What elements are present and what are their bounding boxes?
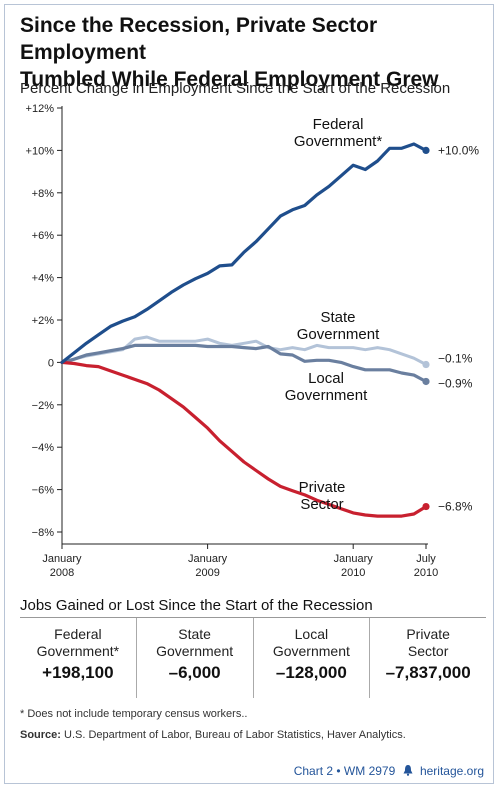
jobs-table: Federal Government* +198,100 State Gover…: [20, 617, 486, 698]
x-tick-label: 2010: [341, 567, 365, 579]
series-end-label: −0.1%: [438, 352, 473, 366]
series-name-label: Sector: [300, 496, 343, 513]
series-line: [60, 343, 428, 384]
jobs-cell-state: State Government –6,000: [135, 618, 253, 698]
series-end-point: [422, 502, 430, 511]
title-line-1: Since the Recession, Private Sector Empl…: [20, 14, 378, 64]
series-end-point: [422, 377, 430, 386]
source-note: Source: U.S. Department of Labor, Bureau…: [20, 729, 480, 741]
series-end-label: −6.8%: [438, 500, 473, 514]
footnote: * Does not include temporary census work…: [20, 708, 248, 720]
series-name-label: Private: [299, 479, 346, 496]
chart-credit: Chart 2 • WM 2979 heritage.org: [294, 764, 484, 778]
y-tick-label: +10%: [26, 145, 55, 157]
source-label: Source:: [20, 729, 61, 741]
jobs-cell-label-line2: Sector: [407, 643, 449, 659]
chart-subtitle: Percent Change in Employment Since the S…: [20, 80, 451, 97]
x-tick-label: January: [334, 553, 374, 565]
jobs-cell-label-line1: Local: [294, 626, 329, 642]
title-line-2: Tumbled While Federal Employment Grew: [20, 68, 439, 91]
jobs-cell-private: Private Sector –7,837,000: [369, 618, 486, 698]
liberty-bell-icon: [403, 765, 413, 776]
source-text: U.S. Department of Labor, Bureau of Labo…: [60, 729, 406, 741]
jobs-cell-value: –7,837,000: [385, 663, 471, 682]
y-tick-label: 0: [48, 357, 54, 369]
series-name-label: Government*: [294, 133, 383, 150]
x-tick-label: July: [416, 553, 436, 565]
jobs-cell-local: Local Government –128,000: [252, 618, 370, 698]
series-line: [60, 142, 428, 364]
y-tick-label: +8%: [32, 188, 55, 200]
series-end-point: [422, 360, 430, 369]
y-tick-label: +4%: [32, 273, 55, 285]
jobs-cell-label-line2: Government*: [36, 643, 120, 659]
series-name-label: State: [320, 309, 355, 326]
jobs-cell-label-line2: Government: [156, 643, 234, 659]
y-tick-label: −8%: [32, 527, 55, 539]
jobs-cell-label-line1: Private: [406, 626, 450, 642]
x-tick-label: January: [188, 553, 228, 565]
series-end-point: [422, 146, 430, 154]
jobs-cell-value: –128,000: [275, 663, 347, 682]
series-line: [60, 360, 428, 518]
x-tick-label: 2009: [195, 567, 219, 579]
y-tick-label: +6%: [32, 230, 55, 242]
jobs-cell-value: –6,000: [168, 663, 221, 682]
chart-title: Since the Recession, Private Sector Empl…: [20, 12, 490, 93]
line-chart: +12% +10% +8% +6% +4% +2% 0 −2% −4% −6% −8% January…: [26, 103, 480, 579]
x-tick-label: 2008: [50, 567, 74, 579]
y-tick-label: −4%: [32, 442, 55, 454]
series-name-label: Government: [297, 326, 380, 343]
series-name-label: Local: [308, 370, 344, 387]
jobs-cell-value: +198,100: [42, 663, 114, 682]
jobs-cell-federal: Federal Government* +198,100: [20, 618, 136, 698]
series-name-label: Federal: [313, 116, 364, 133]
y-tick-label: −2%: [32, 400, 55, 412]
jobs-table-title: Jobs Gained or Lost Since the Start of t…: [20, 597, 373, 614]
x-tick-label: 2010: [414, 567, 438, 579]
heritage-link[interactable]: heritage.org: [419, 764, 484, 778]
series-name-label: Government: [285, 387, 368, 404]
jobs-cell-label-line1: Federal: [54, 626, 102, 642]
series-end-label: −0.9%: [438, 376, 473, 390]
chart-frame: [4, 4, 494, 784]
x-tick-label: January: [42, 553, 82, 565]
jobs-cell-label-line1: State: [178, 626, 211, 642]
y-tick-label: +12%: [26, 103, 55, 115]
chart-number: Chart 2 • WM 2979: [293, 764, 396, 778]
y-tick-label: +2%: [32, 315, 55, 327]
jobs-cell-label-line2: Government: [272, 643, 350, 659]
y-tick-label: −6%: [32, 485, 55, 497]
series-end-label: +10.0%: [438, 143, 479, 157]
